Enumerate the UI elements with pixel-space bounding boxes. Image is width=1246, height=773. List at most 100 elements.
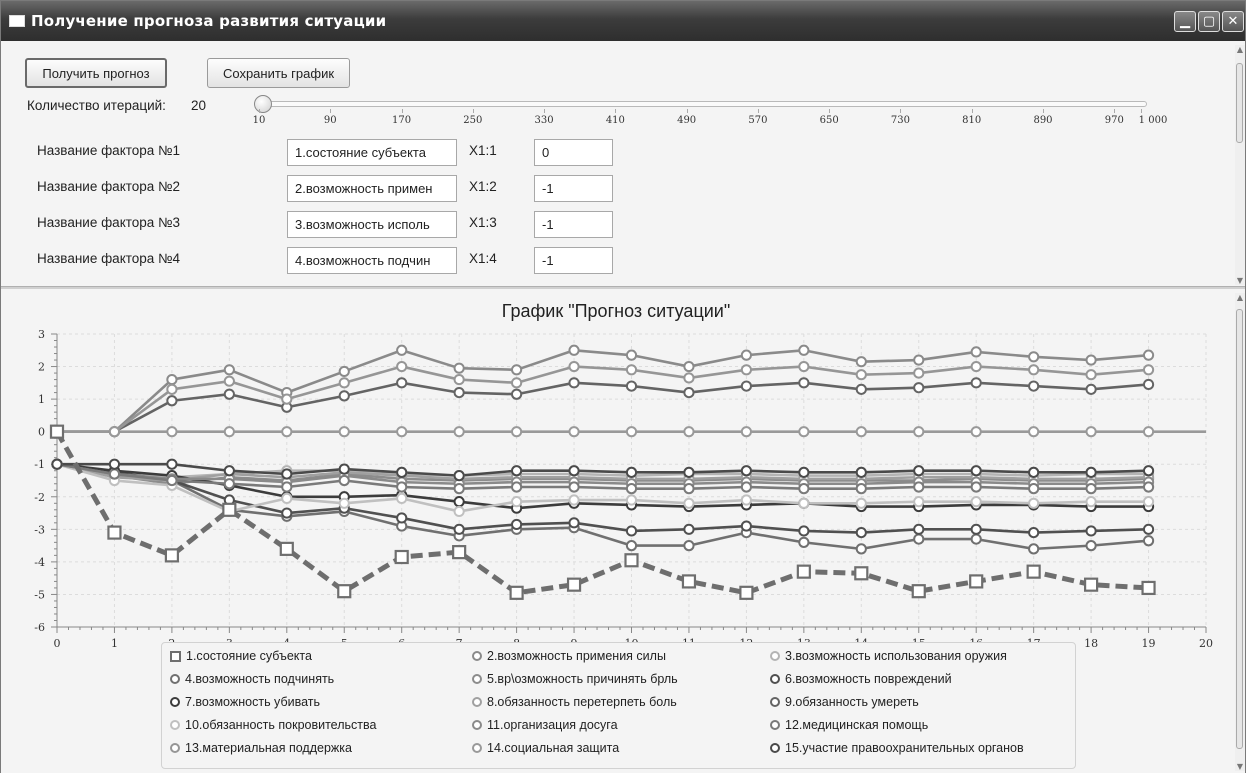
legend-item[interactable]: 7.возможность убивать [170,695,320,709]
factor-name-field[interactable]: 3.возможность исполь [287,211,457,238]
data-point [510,496,523,508]
data-point [510,377,523,389]
legend-item[interactable]: 3.возможность использования оружия [770,649,1007,663]
legend-item[interactable]: 10.обязанность покровительства [170,718,376,732]
scroll-down-icon[interactable]: ▼ [1236,276,1244,285]
data-point [166,373,178,386]
data-point [970,377,982,389]
data-point [970,360,982,373]
slider-thumb[interactable] [254,95,272,113]
slider-tick-label: 570 [748,115,768,126]
legend-label: 12.медицинская помощь [785,718,929,732]
data-point [510,518,523,531]
circle-marker-icon [770,697,780,707]
data-point [855,356,867,368]
data-point [223,426,235,438]
scroll-up-icon[interactable]: ▲ [1236,293,1244,302]
legend-label: 6.возможность повреждений [785,672,952,686]
slider-tick-label: 410 [605,115,625,126]
data-point [683,497,695,509]
top-scrollbar[interactable]: ▲ ▼ [1235,45,1245,285]
factor-value-field[interactable]: -1 [534,175,613,202]
legend-item[interactable]: 2.возможность примения силы [472,649,666,663]
data-point [108,468,121,480]
chart-panel: График "Прогноз ситуации" 01234567891011… [1,289,1245,773]
data-point [913,523,925,535]
legend-item[interactable]: 5.вр\озможность причинять брль [472,672,678,686]
factor-value-field[interactable]: 0 [534,139,613,166]
slider-tick-label: 170 [391,115,412,126]
circle-marker-icon [472,674,482,684]
legend-item[interactable]: 1.состояние субъекта [170,649,312,663]
scroll-down-icon[interactable]: ▼ [1236,762,1244,771]
data-point [568,465,580,477]
data-point [1085,525,1097,537]
circle-marker-icon [170,697,180,707]
data-point [396,426,408,438]
data-point [568,344,580,356]
legend-item[interactable]: 4.возможность подчинять [170,672,334,686]
chart-scrollbar[interactable]: ▲ ▼ [1235,293,1245,771]
legend-item[interactable]: 13.материальная поддержка [170,741,352,755]
x-tick-label: 1 [111,637,118,650]
data-point [453,373,465,386]
scrollbar-thumb[interactable] [1236,63,1243,143]
factor-var-label: X1:4 [469,251,497,266]
panel-splitter[interactable] [1,286,1245,289]
factor-name-field[interactable]: 1.состояние субъекта [287,139,457,166]
series-line [57,348,1149,433]
minimize-icon[interactable]: ▁ [1174,11,1196,32]
save-chart-button[interactable]: Сохранить график [207,58,350,88]
maximize-icon[interactable]: ▢ [1198,11,1220,32]
data-point [108,426,121,438]
data-point [1028,426,1040,438]
data-point [740,349,753,361]
legend-label: 1.состояние субъекта [186,649,312,663]
factor-name-field[interactable]: 4.возможность подчин [287,247,457,274]
series-line [57,365,1149,433]
y-tick-label: -4 [34,556,45,569]
chart-title: График "Прогноз ситуации" [501,301,731,321]
data-point [108,458,121,470]
get-forecast-button[interactable]: Получить прогноз [25,58,167,88]
scroll-up-icon[interactable]: ▲ [1236,45,1244,54]
legend-item[interactable]: 14.социальная защита [472,741,619,755]
legend-item[interactable]: 9.обязанность умереть [770,695,919,709]
data-point [510,388,523,400]
data-point [1142,535,1155,547]
iterations-slider[interactable] [254,101,1147,107]
slider-tick-label: 970 [1104,115,1124,126]
forecast-chart: 012345678910111213141516171819203210-1-2… [34,329,1213,650]
legend-item[interactable]: 12.медицинская помощь [770,718,928,732]
factor-value-field[interactable]: -1 [534,211,613,238]
data-point-square [1026,564,1041,579]
data-point-square [681,574,697,589]
window-title: Получение прогноза развития ситуации [31,12,387,30]
data-point [913,496,925,508]
data-point [1028,351,1040,363]
slider-tick-label: 330 [534,115,554,126]
factor-value-field[interactable]: -1 [534,247,613,274]
slider-tick-mark [472,109,474,113]
factor-label: Название фактора №4 [37,251,181,266]
legend-item[interactable]: 8.обязанность перетерпеть боль [472,695,677,709]
series-line [57,462,1149,477]
data-point-square [337,584,352,599]
circle-marker-icon [770,674,780,684]
close-icon[interactable]: ✕ [1222,11,1244,32]
circle-marker-icon [472,697,482,707]
data-point [338,463,350,475]
scrollbar-thumb[interactable] [1236,309,1243,749]
data-point [223,364,235,376]
legend-item[interactable]: 15.участие правоохранительных органов [770,741,1024,755]
data-point [568,377,580,389]
factor-name-field[interactable]: 2.возможность примен [287,175,457,202]
legend-item[interactable]: 6.возможность повреждений [770,672,952,686]
data-point [510,481,523,493]
y-tick-label: -6 [34,621,45,634]
legend-item[interactable]: 11.организация досуга [472,718,618,732]
slider-tick-mark [757,109,759,113]
data-point-square [279,541,294,556]
data-point-square [796,564,811,579]
data-point [740,426,753,438]
